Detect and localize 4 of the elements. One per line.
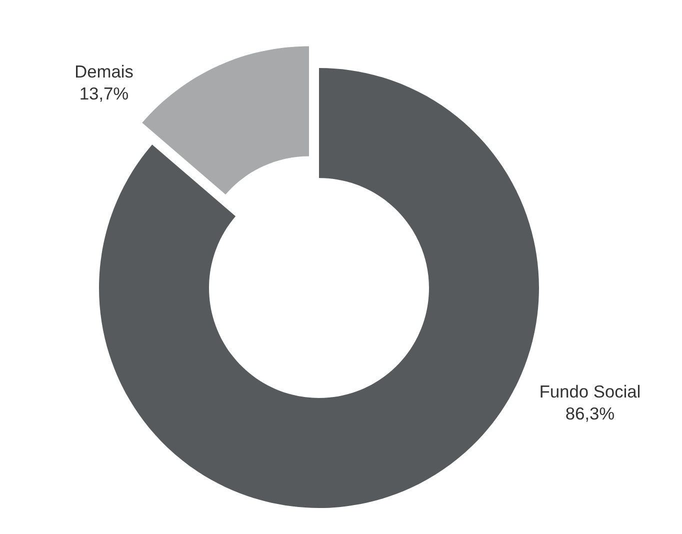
data-label: 86,3% — [566, 407, 614, 422]
slice-label: Fundo Social — [540, 384, 640, 398]
slice-label: Demais — [76, 64, 133, 78]
data-label: 13,7% — [80, 87, 128, 102]
